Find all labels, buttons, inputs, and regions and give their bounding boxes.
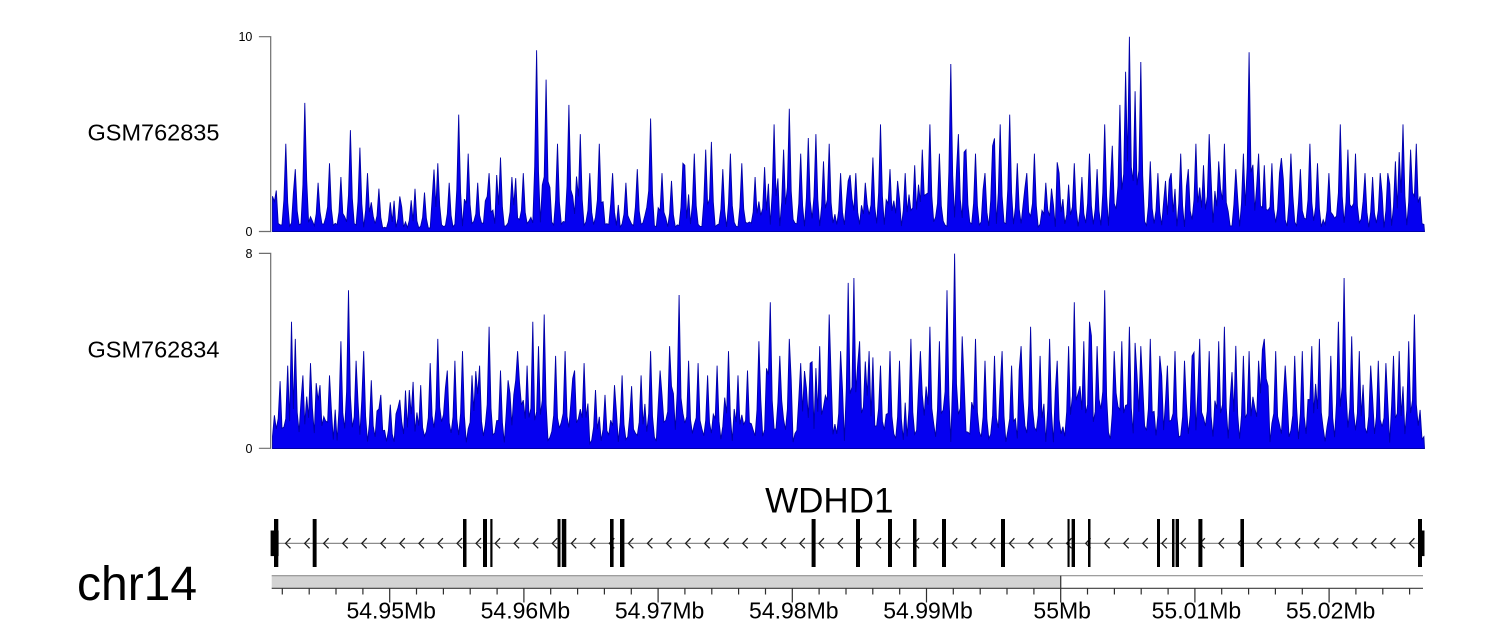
svg-text:0: 0	[245, 225, 252, 239]
svg-text:55.01Mb: 55.01Mb	[1152, 598, 1242, 624]
svg-text:55.02Mb: 55.02Mb	[1286, 598, 1376, 624]
svg-text:54.96Mb: 54.96Mb	[481, 598, 571, 624]
svg-text:10: 10	[238, 30, 252, 44]
svg-text:WDHD1: WDHD1	[765, 482, 893, 521]
svg-text:0: 0	[245, 442, 252, 456]
svg-text:55Mb: 55Mb	[1033, 598, 1091, 624]
svg-text:GSM762835: GSM762835	[88, 119, 220, 145]
svg-text:GSM762834: GSM762834	[88, 337, 220, 363]
svg-text:54.99Mb: 54.99Mb	[883, 598, 973, 624]
svg-text:54.97Mb: 54.97Mb	[615, 598, 705, 624]
svg-text:54.95Mb: 54.95Mb	[346, 598, 436, 624]
svg-text:54.98Mb: 54.98Mb	[749, 598, 839, 624]
svg-text:8: 8	[245, 247, 252, 261]
svg-text:chr14: chr14	[77, 558, 197, 611]
